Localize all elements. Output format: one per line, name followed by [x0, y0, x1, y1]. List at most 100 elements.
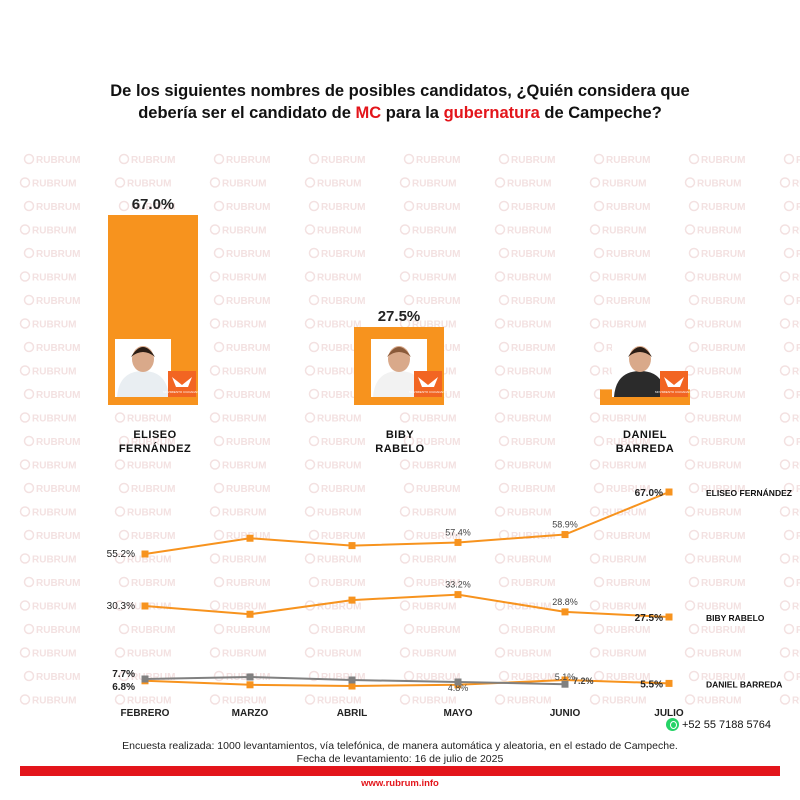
watermark-mark: RUBRUM [783, 576, 800, 589]
watermark-mark: RUBRUM [783, 482, 800, 495]
svg-text:RUBRUM: RUBRUM [222, 555, 266, 566]
watermark-mark: RUBRUM [403, 576, 460, 589]
candidate-photo-3 [612, 339, 668, 397]
watermark-mark: RUBRUM [589, 224, 646, 237]
svg-text:RUBRUM: RUBRUM [416, 155, 460, 166]
title-line-2: debería ser el candidato de MC para la g… [138, 104, 662, 122]
svg-text:RUBRUM: RUBRUM [36, 343, 80, 354]
svg-text:RUBRUM: RUBRUM [321, 484, 365, 495]
series-2-point-3 [348, 596, 356, 604]
watermark-mark: RUBRUM [114, 553, 171, 566]
svg-text:RUBRUM: RUBRUM [36, 296, 80, 307]
watermark-mark: RUBRUM [589, 271, 646, 284]
website-link[interactable]: www.rubrum.info [361, 778, 439, 789]
svg-text:RUBRUM: RUBRUM [416, 625, 460, 636]
watermark-mark: RUBRUM [118, 153, 175, 166]
svg-text:RUBRUM: RUBRUM [511, 672, 555, 683]
svg-text:RUBRUM: RUBRUM [792, 320, 800, 331]
svg-text:RUBRUM: RUBRUM [226, 484, 270, 495]
watermark-mark: RUBRUM [118, 670, 175, 683]
watermark-mark: RUBRUM [779, 271, 800, 284]
svg-text:RUBRUM: RUBRUM [32, 555, 76, 566]
watermark-mark: RUBRUM [23, 388, 80, 401]
watermark-mark: RUBRUM [23, 247, 80, 260]
svg-text:RUBRUM: RUBRUM [511, 296, 555, 307]
watermark-mark: RUBRUM [684, 600, 741, 613]
watermark-mark: RUBRUM [399, 647, 456, 660]
series-4-point-3 [348, 676, 356, 684]
svg-text:RUBRUM: RUBRUM [317, 179, 361, 190]
svg-text:RUBRUM: RUBRUM [701, 578, 745, 589]
watermark-mark: RUBRUM [684, 412, 741, 425]
svg-text:RUBRUM: RUBRUM [792, 226, 800, 237]
watermark-mark: RUBRUM [688, 153, 745, 166]
svg-text:RUBRUM: RUBRUM [222, 367, 266, 378]
watermark-mark: RUBRUM [593, 576, 650, 589]
svg-text:RUBRUM: RUBRUM [792, 179, 800, 190]
watermark-mark: RUBRUM [494, 553, 551, 566]
series-1-label-4: 57.4% [445, 527, 471, 537]
svg-text:RUBRUM: RUBRUM [321, 155, 365, 166]
watermark-mark: RUBRUM [688, 435, 745, 448]
svg-text:RUBRUM: RUBRUM [701, 296, 745, 307]
watermark-mark: RUBRUM [304, 647, 361, 660]
series-2-label-1: 30.3% [107, 601, 135, 612]
svg-text:RUBRUM: RUBRUM [416, 296, 460, 307]
watermark-mark: RUBRUM [23, 670, 80, 683]
series-1-point-6 [665, 488, 673, 496]
svg-text:RUBRUM: RUBRUM [36, 249, 80, 260]
svg-text:RUBRUM: RUBRUM [222, 320, 266, 331]
watermark-mark: RUBRUM [589, 412, 646, 425]
series-3-point-3 [348, 682, 356, 690]
watermark-mark: RUBRUM [494, 506, 551, 519]
watermark-mark: RUBRUM [589, 553, 646, 566]
watermark-mark: RUBRUM [308, 623, 365, 636]
svg-text:RUBRUM: RUBRUM [127, 508, 171, 519]
watermark-mark: RUBRUM [209, 318, 266, 331]
watermark-mark: RUBRUM [23, 153, 80, 166]
svg-text:RUBRUM: RUBRUM [412, 414, 456, 425]
watermark-mark: RUBRUM [684, 506, 741, 519]
svg-text:RUBRUM: RUBRUM [796, 484, 800, 495]
series-2-point-4 [454, 591, 462, 599]
series-4-point-2 [246, 673, 254, 681]
watermark-mark: RUBRUM [494, 177, 551, 190]
svg-text:RUBRUM: RUBRUM [511, 249, 555, 260]
watermark-mark: RUBRUM [498, 341, 555, 354]
svg-text:RUBRUM: RUBRUM [697, 367, 741, 378]
watermark-mark: RUBRUM [783, 247, 800, 260]
watermark-mark: RUBRUM [19, 365, 76, 378]
watermark-mark: RUBRUM [593, 482, 650, 495]
watermark-mark: RUBRUM [494, 271, 551, 284]
watermark-mark: RUBRUM [304, 271, 361, 284]
svg-text:RUBRUM: RUBRUM [127, 649, 171, 660]
watermark-mark: RUBRUM [783, 294, 800, 307]
contact-phone: +52 55 7188 5764 [666, 718, 771, 731]
svg-text:RUBRUM: RUBRUM [511, 390, 555, 401]
footer-line-1: Encuesta realizada: 1000 levantamientos,… [122, 740, 678, 752]
bar-label-2: 27.5% [378, 308, 421, 325]
watermark-mark: RUBRUM [114, 647, 171, 660]
watermark-mark: RUBRUM [23, 341, 80, 354]
watermark-mark: RUBRUM [19, 459, 76, 472]
series-1-label-6: 67.0% [635, 488, 663, 499]
watermark-mark: RUBRUM [403, 294, 460, 307]
watermark-mark: RUBRUM [308, 153, 365, 166]
svg-text:RUBRUM: RUBRUM [317, 696, 361, 707]
svg-text:RUBRUM: RUBRUM [697, 602, 741, 613]
series-1-point-3 [348, 542, 356, 550]
svg-text:RUBRUM: RUBRUM [602, 461, 646, 472]
svg-text:RUBRUM: RUBRUM [792, 696, 800, 707]
series-4-point-4 [454, 678, 462, 686]
series-3-point-2 [246, 681, 254, 689]
svg-text:RUBRUM: RUBRUM [222, 696, 266, 707]
series-1-legend: ELISEO FERNÁNDEZ [706, 488, 792, 498]
svg-text:RUBRUM: RUBRUM [317, 508, 361, 519]
watermark-mark: RUBRUM [213, 482, 270, 495]
watermark-mark: RUBRUM [498, 388, 555, 401]
svg-text:RUBRUM: RUBRUM [606, 625, 650, 636]
svg-text:RUBRUM: RUBRUM [792, 367, 800, 378]
svg-text:RUBRUM: RUBRUM [36, 390, 80, 401]
watermark-mark: RUBRUM [209, 647, 266, 660]
svg-text:RUBRUM: RUBRUM [602, 226, 646, 237]
